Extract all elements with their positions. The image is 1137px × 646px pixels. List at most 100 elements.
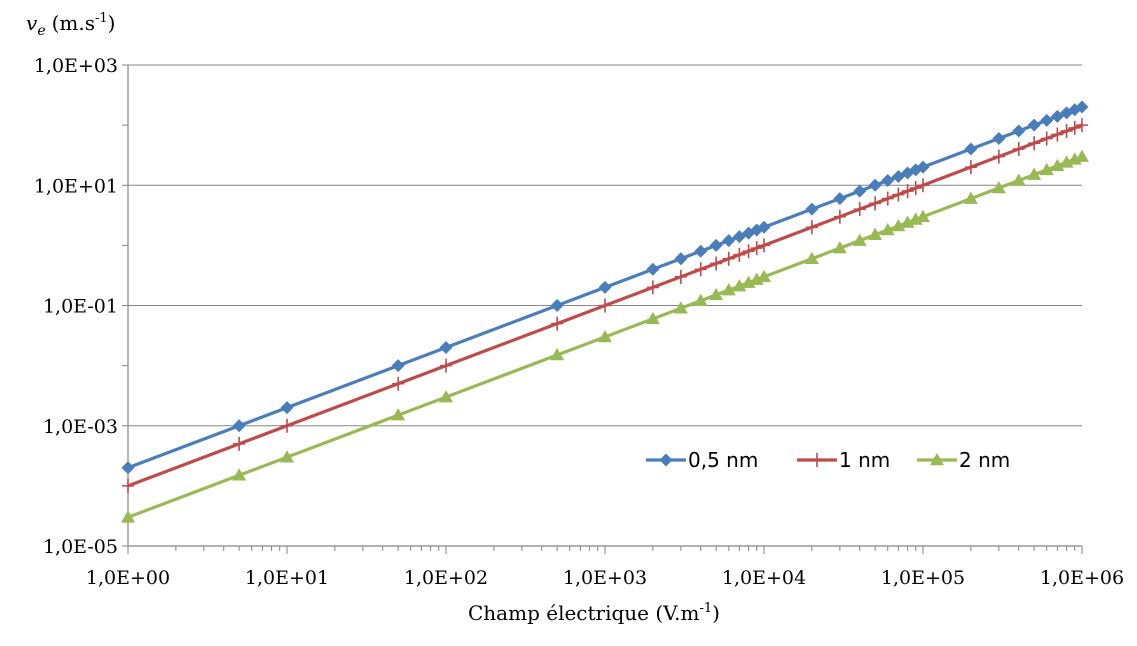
data-point <box>694 244 708 258</box>
series-3 <box>121 149 1089 523</box>
data-point <box>757 269 771 283</box>
data-point <box>881 191 894 206</box>
data-point <box>742 244 755 259</box>
data-point <box>722 251 735 266</box>
data-point <box>551 316 564 331</box>
series-line <box>127 105 1083 470</box>
data-point <box>709 287 724 301</box>
data-point <box>832 241 847 254</box>
data-point <box>673 301 688 314</box>
data-point <box>440 358 452 373</box>
y-axis-subscript: e <box>37 23 45 39</box>
x-tick-label: 1,0E+06 <box>1040 567 1124 589</box>
data-point <box>646 262 660 276</box>
grid-lines <box>128 64 1082 427</box>
data-point <box>121 510 135 523</box>
data-point <box>232 468 247 481</box>
data-point <box>1060 123 1073 138</box>
series-layer <box>121 100 1089 523</box>
data-point <box>232 419 246 433</box>
y-tick-label: 1,0E-01 <box>43 296 118 318</box>
data-point <box>233 436 246 451</box>
data-point <box>1059 155 1074 168</box>
data-point <box>598 329 612 343</box>
data-point <box>693 293 708 306</box>
series-line <box>127 155 1083 519</box>
data-point <box>916 209 930 222</box>
data-point <box>1040 131 1053 146</box>
data-point <box>1076 118 1088 133</box>
x-tick-label: 1,0E+05 <box>881 567 965 589</box>
data-point <box>1027 118 1041 132</box>
data-point <box>733 247 746 262</box>
legend-marker <box>659 453 673 467</box>
data-point <box>892 187 905 202</box>
data-point <box>439 341 453 355</box>
data-point <box>598 280 612 294</box>
data-point <box>280 450 294 463</box>
data-point <box>1051 127 1064 142</box>
data-point <box>916 160 930 174</box>
legend-label: 2 nm <box>959 448 1010 472</box>
data-point <box>121 461 135 475</box>
data-point <box>992 131 1006 145</box>
data-point <box>674 269 687 284</box>
data-point <box>868 227 883 241</box>
legend-label: 1 nm <box>839 448 890 472</box>
y-axis-symbol: v <box>26 11 38 35</box>
x-tick-label: 1,0E+01 <box>245 567 329 589</box>
axes <box>122 64 1083 554</box>
data-point <box>964 142 978 156</box>
series-line <box>127 123 1083 488</box>
series-2 <box>122 118 1088 493</box>
data-point <box>1050 158 1065 172</box>
y-tick-label: 1,0E-03 <box>43 416 118 438</box>
data-point <box>709 238 723 252</box>
data-point <box>391 408 406 421</box>
data-point <box>750 241 763 256</box>
legend-label: 0,5 nm <box>688 448 758 472</box>
data-point <box>853 202 866 217</box>
data-point <box>917 178 929 193</box>
data-point <box>881 173 895 187</box>
data-point <box>391 359 405 373</box>
data-point <box>833 209 846 224</box>
legend-item-2: 1 nm <box>797 448 890 472</box>
data-point <box>909 181 922 196</box>
data-point <box>869 196 882 211</box>
data-point <box>280 401 294 415</box>
data-point <box>991 181 1006 194</box>
legend-item-3: 2 nm <box>917 448 1010 472</box>
y-axis-unit-exp: -1 <box>95 11 108 26</box>
data-point <box>757 220 771 234</box>
data-point <box>1039 162 1054 176</box>
data-point <box>852 233 867 246</box>
data-point <box>741 275 756 288</box>
data-point <box>674 252 688 266</box>
data-point <box>1068 120 1081 135</box>
data-point <box>721 283 736 296</box>
data-point <box>732 279 747 292</box>
data-point <box>900 215 915 228</box>
data-point <box>833 192 847 206</box>
data-point <box>1028 136 1041 151</box>
x-axis-unit-close: ) <box>712 601 720 625</box>
data-point <box>1040 113 1054 127</box>
data-point <box>805 220 818 235</box>
data-point <box>646 280 659 295</box>
tick-labels: 1,0E-05 1,0E-03 1,0E-01 1,0E+01 1,0E+03 1,0E+… <box>34 55 1124 589</box>
y-tick-label: 1,0E+03 <box>34 55 118 77</box>
x-tick-label: 1,0E+00 <box>86 567 170 589</box>
x-tick-label: 1,0E+04 <box>722 567 806 589</box>
x-tick-label: 1,0E+03 <box>563 567 647 589</box>
data-point <box>992 149 1005 164</box>
x-axis-title: Champ électrique (V.m-1) <box>468 601 720 625</box>
data-point <box>963 191 978 204</box>
data-point <box>645 311 660 325</box>
legend-marker <box>811 453 823 467</box>
data-point <box>805 202 819 216</box>
data-point <box>901 184 914 199</box>
data-point <box>550 299 564 312</box>
legend-marker <box>930 453 944 466</box>
